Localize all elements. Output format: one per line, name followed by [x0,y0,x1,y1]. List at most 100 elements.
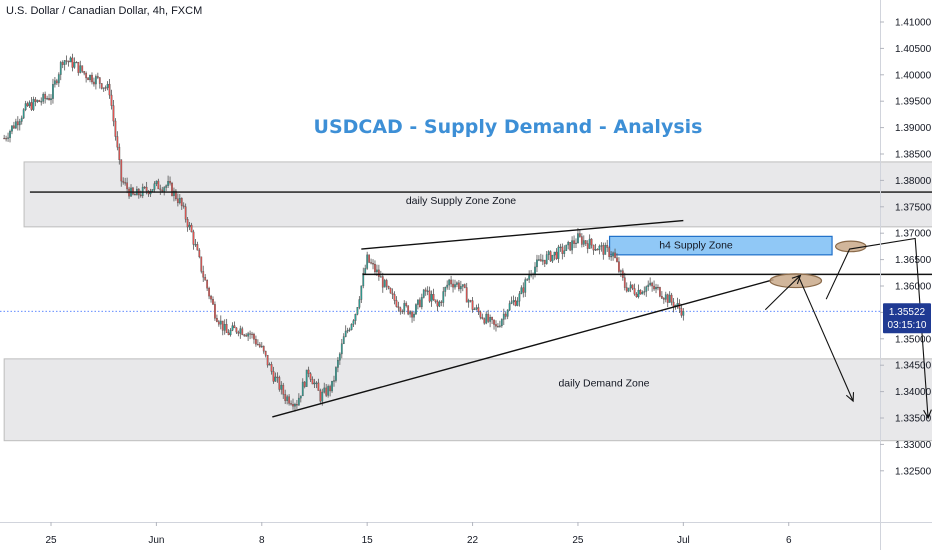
candle [643,286,646,296]
candle [309,372,312,383]
candle [296,400,298,409]
candle [57,72,60,87]
candle [118,143,121,165]
candle [223,319,226,335]
candle-body [338,353,341,361]
candle [46,95,48,101]
candle [342,333,345,345]
candle [249,330,251,340]
candle-body [577,233,579,244]
candle-body [350,323,353,330]
candle-body [582,240,585,245]
x-tick-label: 25 [572,535,584,546]
candle [270,361,273,375]
candle [93,77,95,87]
candle-body [366,254,369,269]
candle [9,129,11,143]
candle [114,118,117,141]
candle [157,178,160,190]
candle [604,242,607,255]
candle [104,85,107,91]
candle-body [83,71,86,74]
trendline-0 [272,278,774,418]
candle-body [85,72,88,79]
candle [329,384,331,397]
candle-body [606,245,609,248]
candle [590,238,593,249]
candle-body [262,345,265,352]
candle-body [198,249,201,258]
candle [317,378,320,391]
candle-body [280,384,283,390]
candle [524,277,527,297]
candle-body [487,313,490,322]
candle [210,294,212,303]
candle-body [40,101,43,103]
candle-body [143,186,146,189]
candle [522,282,525,298]
candle-body [319,390,322,402]
candle-body [549,251,552,262]
candle-body [153,183,156,190]
candle [676,297,679,309]
candle-body [411,311,413,318]
y-tick-label: 1.33000 [895,440,932,451]
candle [516,297,519,307]
candle [567,240,570,250]
candle-body [502,313,505,320]
candle [344,325,347,338]
candle-body [653,285,655,290]
candle-body [46,98,48,100]
candle-body [87,77,89,81]
candle-body [139,194,142,197]
x-tick-label: 15 [362,535,374,546]
candle [178,194,181,205]
candle [545,251,548,265]
candle [461,284,464,292]
candle [637,284,640,299]
candle [489,314,492,328]
candle [401,309,404,315]
candle-body [303,381,306,387]
candle [192,229,195,250]
candle [366,251,369,270]
candle [623,272,626,291]
candle [493,319,495,330]
candle [477,303,480,316]
candle-body [383,280,386,288]
candle-body [264,350,267,356]
candle [217,319,220,327]
candle-body [495,324,497,327]
x-tick-label: Jul [677,535,690,546]
candle [602,242,605,260]
candle-body [42,93,45,102]
candle-body [499,325,501,327]
candle-body [13,125,15,129]
y-tick-label: 1.39500 [895,97,932,108]
candle [102,87,105,92]
candle-body [188,224,191,228]
candle [475,304,478,311]
candle-body [108,83,111,96]
candle-body [594,249,597,251]
candle-body [145,186,148,192]
candle-body [214,304,216,319]
zone-1 [3,358,932,442]
candle [430,290,433,307]
candle-body [407,305,410,315]
candle-body [258,344,261,347]
candle-body [479,311,482,318]
candle [55,78,58,86]
candle [668,291,671,303]
candle-body [75,61,78,64]
candle [85,71,88,83]
candle-body [662,298,665,300]
candle [436,299,439,312]
candle-body [216,318,218,322]
candle [680,303,683,318]
candle [387,285,390,290]
candle-body [159,188,162,191]
candle-body [30,102,33,110]
candle [370,258,372,265]
